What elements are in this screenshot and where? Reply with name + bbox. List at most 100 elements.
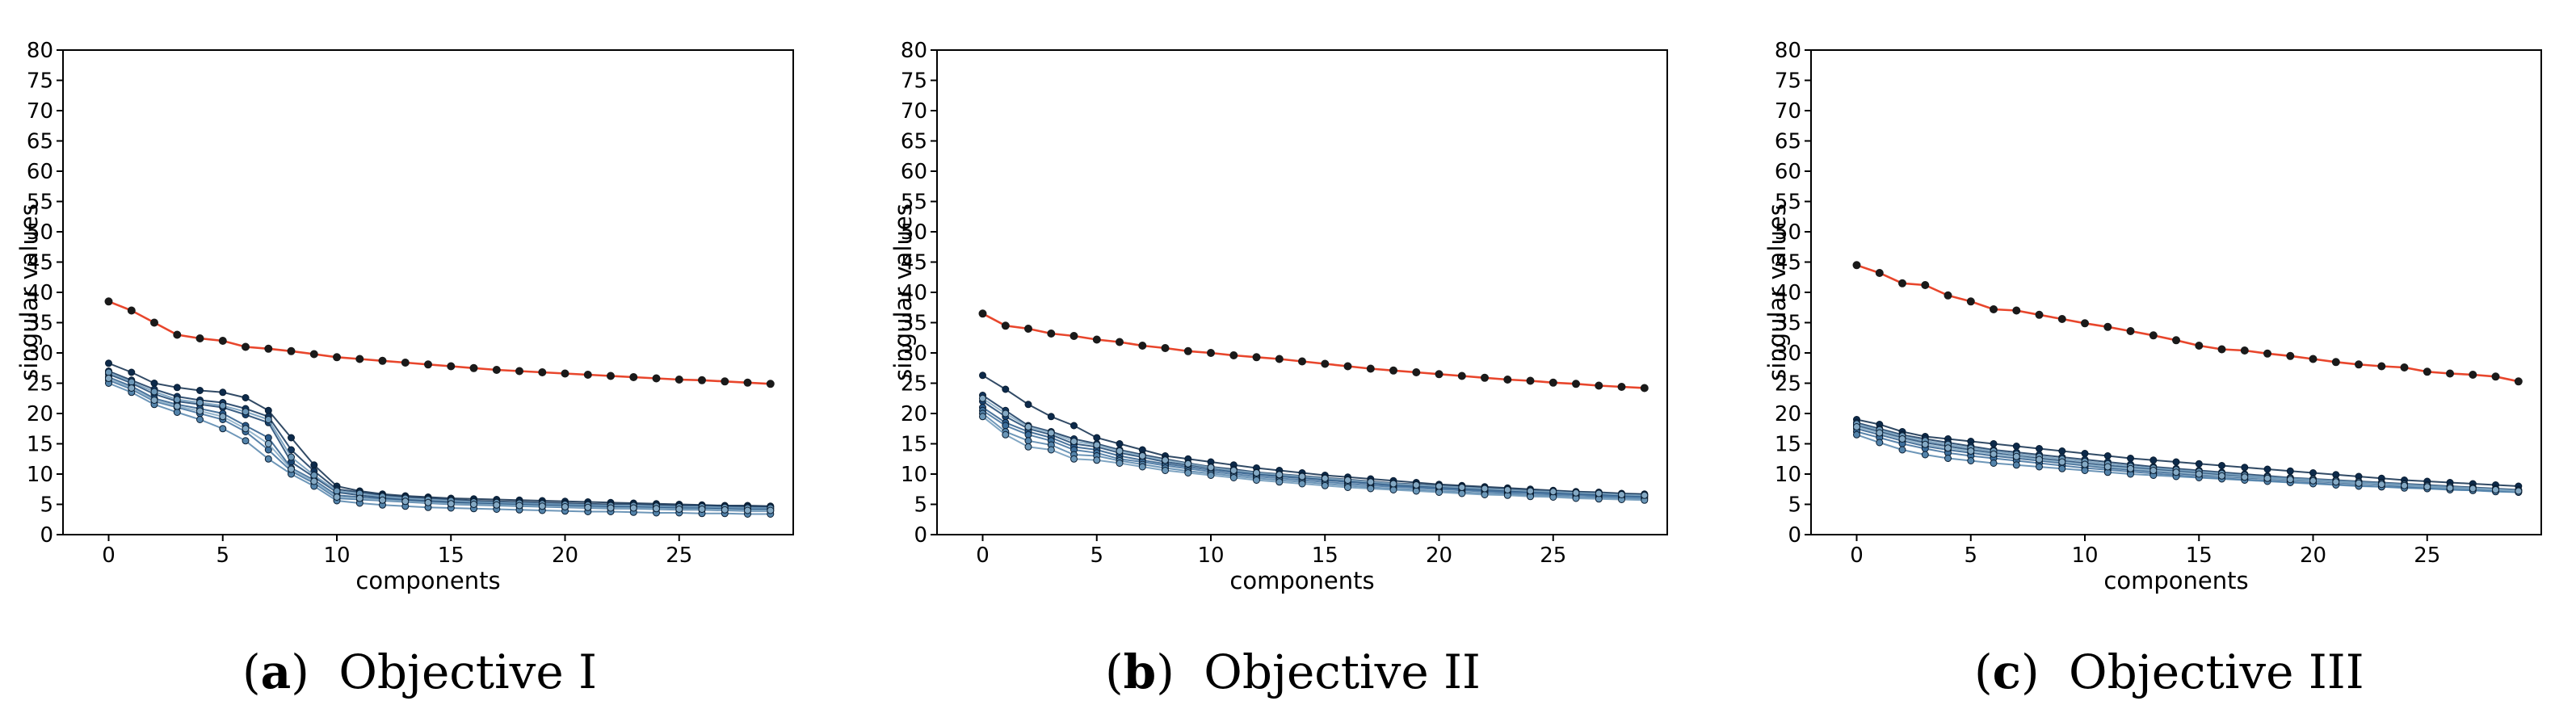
data-point <box>1138 452 1146 460</box>
data-point <box>2058 464 2066 472</box>
data-point <box>2036 455 2043 464</box>
data-point <box>173 330 182 339</box>
data-point <box>721 506 729 514</box>
data-point <box>629 504 637 512</box>
data-point <box>2103 322 2112 331</box>
data-point <box>2012 443 2020 450</box>
data-point <box>1526 376 1535 385</box>
plot-frame <box>1810 49 2542 535</box>
data-point <box>2126 327 2135 335</box>
data-point <box>1435 370 1443 379</box>
data-point <box>1298 472 1306 481</box>
y-tick-label: 0 <box>40 523 53 548</box>
caption-letter: c <box>1993 644 2021 699</box>
data-point <box>2309 469 2317 476</box>
series-layer <box>104 297 775 518</box>
x-tick-label: 5 <box>1090 544 1103 568</box>
data-point <box>2036 463 2043 471</box>
data-point <box>264 406 272 414</box>
data-point <box>2195 342 2204 350</box>
data-point <box>2081 450 2089 457</box>
y-tick-label: 55 <box>1775 191 1801 215</box>
data-point <box>196 407 204 415</box>
data-point <box>2263 349 2271 358</box>
data-point <box>219 425 227 433</box>
data-point <box>401 359 410 367</box>
data-point <box>1458 489 1466 497</box>
data-point <box>196 399 204 406</box>
panel-caption: (a) Objective I <box>242 644 597 699</box>
data-point <box>1138 463 1146 471</box>
data-point <box>1367 485 1375 493</box>
caption-open-paren: ( <box>242 644 261 699</box>
y-tick-label: 30 <box>901 342 927 366</box>
data-point <box>1412 487 1420 495</box>
data-point <box>1366 364 1375 373</box>
series-line <box>981 406 1645 497</box>
data-point <box>288 453 295 461</box>
x-axis-ticks: 0 5 10 15 20 25 <box>1850 535 2440 568</box>
data-point <box>1138 342 1147 350</box>
data-point <box>1595 489 1603 497</box>
y-tick-label: 55 <box>901 191 927 215</box>
data-point <box>1367 478 1375 486</box>
data-point <box>1572 380 1580 388</box>
data-point <box>1183 346 1192 355</box>
data-point <box>2355 479 2363 487</box>
data-point <box>492 366 501 374</box>
data-point <box>219 388 227 397</box>
data-point <box>698 506 706 513</box>
x-tick-label: 25 <box>1540 544 1566 568</box>
series-line <box>981 416 1645 502</box>
data-point <box>1967 447 1975 455</box>
data-point <box>310 472 318 479</box>
data-point <box>979 413 986 421</box>
data-point <box>1047 413 1055 421</box>
data-point <box>1047 429 1055 437</box>
data-point <box>2446 369 2454 378</box>
caption-text: Objective III <box>2069 644 2364 699</box>
chart-panel-c: 0 5 10 15 20 25 30 35 40 45 50 55 60 65 70 75 80 0 5 10 15 2… <box>1763 39 2542 699</box>
data-point <box>1024 437 1032 445</box>
data-point <box>469 363 478 372</box>
data-point <box>744 506 751 514</box>
x-tick-label: 20 <box>2300 544 2326 568</box>
data-point <box>1298 480 1306 488</box>
data-point <box>1116 460 1124 467</box>
y-tick-label: 25 <box>901 372 927 397</box>
data-point <box>1481 373 1489 382</box>
y-tick-label: 75 <box>901 69 927 94</box>
data-point <box>242 425 250 433</box>
plot-frame <box>62 49 794 535</box>
plot-frame <box>936 49 1668 535</box>
data-point <box>674 376 683 384</box>
data-point <box>1275 471 1284 479</box>
data-point <box>1001 321 1010 330</box>
data-point <box>653 505 660 513</box>
x-tick-label: 15 <box>438 544 464 568</box>
data-point <box>1389 486 1397 493</box>
data-point <box>219 413 227 421</box>
data-point <box>150 318 158 327</box>
caption-text: Objective I <box>338 644 597 699</box>
data-point <box>1412 368 1421 376</box>
data-point <box>2514 377 2523 386</box>
data-point <box>1024 443 1032 451</box>
x-tick-label: 0 <box>102 544 116 568</box>
data-point <box>1321 359 1330 368</box>
data-point <box>2012 306 2021 315</box>
series-layer <box>1852 261 2523 496</box>
data-point <box>196 416 204 423</box>
data-point <box>1435 482 1443 490</box>
data-point <box>2172 458 2180 466</box>
chart-panel-b: 0 5 10 15 20 25 30 35 40 45 50 55 60 65 70 75 80 0 5 10 15 2… <box>889 39 1668 699</box>
data-point <box>1093 434 1101 442</box>
data-point <box>2241 464 2249 472</box>
data-point <box>2103 452 2112 460</box>
y-tick-label: 55 <box>27 191 53 215</box>
data-point <box>242 408 250 416</box>
data-point <box>1275 478 1284 486</box>
data-point <box>150 397 158 404</box>
data-point <box>1527 487 1534 495</box>
data-point <box>1876 429 1884 437</box>
